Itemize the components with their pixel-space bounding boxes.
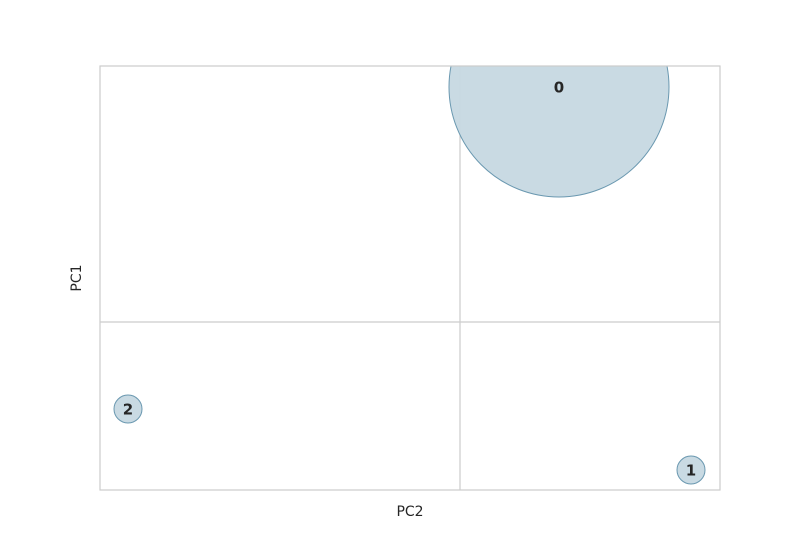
bubble: [448, 66, 670, 198]
bubble: [676, 455, 706, 485]
y-axis-label: PC1: [69, 264, 85, 291]
grid: [100, 66, 720, 490]
plot-frame: [99, 65, 721, 491]
x-axis-label: PC2: [396, 504, 423, 520]
bubble-label: 1: [686, 462, 696, 480]
bubble-label: 2: [123, 401, 133, 419]
bubble: [113, 394, 143, 424]
bubble-label: 0: [554, 79, 564, 97]
plot-area: 0 1 2: [113, 66, 706, 485]
